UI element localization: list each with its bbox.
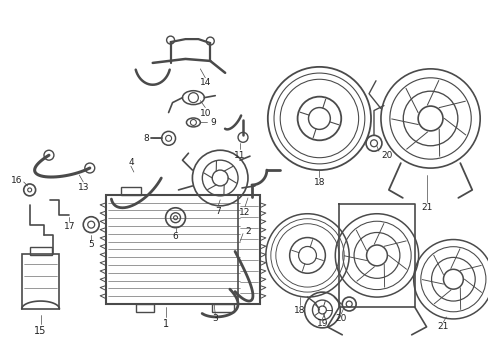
Text: 8: 8: [143, 134, 148, 143]
Text: 5: 5: [88, 240, 94, 249]
Text: 16: 16: [11, 176, 23, 185]
Bar: [136, 304, 154, 312]
Bar: [121, 187, 141, 195]
Text: 19: 19: [317, 319, 328, 328]
Text: 18: 18: [294, 306, 305, 315]
Text: 20: 20: [336, 314, 347, 323]
Bar: [212, 304, 234, 312]
Text: 13: 13: [77, 184, 89, 193]
Text: 20: 20: [381, 151, 392, 160]
Text: 12: 12: [239, 208, 251, 217]
Bar: [238, 195, 260, 304]
Bar: [106, 195, 260, 304]
Text: 1: 1: [163, 319, 169, 329]
Text: 2: 2: [245, 227, 251, 236]
Text: 6: 6: [172, 232, 178, 241]
Bar: [30, 247, 51, 255]
Text: 11: 11: [234, 151, 246, 160]
Bar: [22, 255, 59, 309]
Text: 7: 7: [215, 207, 221, 216]
Text: 15: 15: [34, 326, 47, 336]
Text: 21: 21: [438, 322, 449, 331]
Text: 9: 9: [210, 118, 216, 127]
Text: 17: 17: [64, 222, 75, 231]
Text: 3: 3: [212, 314, 218, 323]
Text: 10: 10: [199, 109, 211, 118]
Text: 18: 18: [314, 179, 325, 188]
Text: 4: 4: [128, 158, 134, 167]
Text: 14: 14: [199, 78, 211, 87]
Text: 21: 21: [421, 203, 432, 212]
